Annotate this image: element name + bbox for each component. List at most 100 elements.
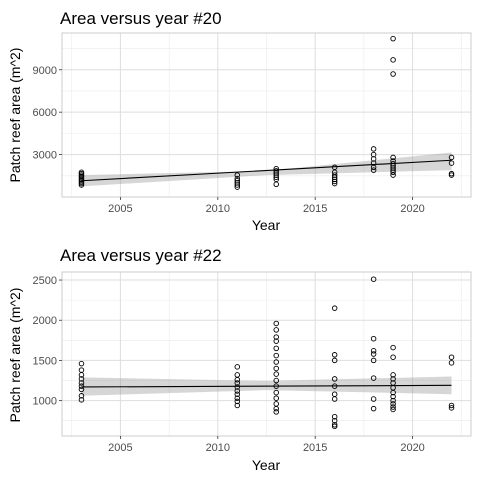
chart-2-x-axis-label: Year (252, 457, 281, 473)
chart-1-data-point (273, 181, 279, 188)
chart-1-panel-border (61, 32, 472, 198)
chart-2-data-point (273, 320, 279, 327)
chart-1-data-point (370, 167, 377, 173)
chart-2-data-point (234, 376, 241, 383)
chart-2-data-point (273, 338, 279, 344)
chart-2-data-point (390, 376, 396, 382)
chart-1-trend-line (81, 159, 452, 182)
chart-2-data-point (331, 376, 338, 382)
chart-1-x-tick-label: 2010 (206, 203, 230, 215)
chart-2-data-point (448, 405, 455, 411)
chart-1-data-point (390, 172, 396, 178)
chart-2-data-point (234, 402, 241, 409)
chart-2-data-point (370, 335, 377, 342)
chart-2-data-point (273, 389, 279, 396)
chart-2-data-point (234, 384, 241, 390)
chart-2-data-point (234, 364, 241, 370)
chart-1-data-point (390, 154, 396, 161)
chart-2-data-point (370, 405, 377, 412)
chart-2-y-tick-label: 1000 (33, 396, 57, 408)
chart-2-data-point (370, 396, 377, 402)
chart-2-data-point (448, 360, 455, 366)
chart-2-title: Area versus year #22 (60, 246, 222, 265)
chart-2-data-point (78, 372, 85, 378)
chart-2-data-point (273, 334, 279, 340)
chart-2-y-axis-label: Patch reef area (m^2) (7, 288, 23, 423)
chart-1-y-axis-label: Patch reef area (m^2) (7, 48, 23, 183)
chart-2-data-point (78, 367, 85, 373)
chart-2-data-point (78, 397, 85, 403)
chart-2-data-point (273, 377, 279, 384)
chart-1-y-tick-label: 6000 (33, 107, 57, 119)
chart-2-data-point (390, 372, 396, 378)
chart-2-data-point (273, 352, 279, 359)
chart-1-data-point (448, 172, 455, 178)
chart-1-data-point (390, 71, 396, 77)
chart-2-data-point (78, 380, 85, 386)
chart-2-trend-line (81, 384, 452, 388)
chart-2-data-point (448, 354, 455, 360)
chart-2-data-point (273, 345, 279, 352)
chart-2-data-point (273, 365, 279, 372)
chart-2-data-point (273, 359, 279, 365)
chart-2-data-point (370, 351, 377, 357)
chart-1-data-point (234, 182, 241, 188)
chart-2-data-point (370, 357, 377, 364)
chart-2-data-point (273, 327, 279, 333)
chart-2-data-point (78, 376, 85, 382)
chart-2-x-tick-label: 2010 (206, 442, 230, 454)
chart-2-data-point (390, 354, 396, 360)
chart-2-data-point (331, 417, 338, 424)
chart-2-data-point (234, 372, 241, 378)
chart-2-data-point (78, 386, 85, 393)
chart-2-data-point (273, 401, 279, 407)
chart-1-title: Area versus year #20 (60, 9, 222, 28)
chart-2-data-point (273, 395, 279, 401)
chart-2-data-point (78, 383, 85, 389)
chart-1-data-point (331, 180, 338, 187)
chart-1-data-point (448, 154, 455, 161)
chart-2-x-tick-label: 2020 (400, 442, 424, 454)
chart-2-data-point (331, 421, 338, 428)
chart-2-data-point (331, 352, 338, 358)
chart-2-data-point (370, 348, 377, 354)
chart-2-data-point (78, 393, 85, 399)
chart-2-data-point (331, 391, 338, 397)
chart-2-data-point (390, 397, 396, 404)
chart-2-y-tick-label: 1500 (33, 355, 57, 367)
chart-1-data-point (390, 57, 396, 63)
chart-1-data-point (370, 146, 377, 152)
chart-2-data-point (390, 389, 396, 396)
chart-2-data-point (234, 398, 241, 405)
chart-2-panel-border (61, 271, 472, 437)
chart-2-y-tick-label: 2000 (33, 315, 57, 327)
chart-2-data-point (331, 305, 338, 311)
chart-1-y-tick-label: 3000 (33, 150, 57, 162)
chart-2-data-point (78, 360, 85, 367)
chart-1-data-point (78, 182, 85, 188)
chart-2-data-point (448, 402, 455, 409)
chart-2-data-point (234, 391, 241, 397)
chart-2-data-point (390, 401, 396, 407)
chart-2-plot-area: 2005 2010 2015 2020 1000 1500 2000 2500 (33, 271, 472, 454)
chart-2-data-point (370, 375, 377, 381)
chart-1-data-point (273, 174, 279, 180)
chart-2-data-point (273, 371, 279, 377)
chart-1-data-point (234, 184, 241, 190)
chart-1-data-point (234, 172, 241, 178)
chart-2-x-tick-label: 2015 (303, 442, 327, 454)
chart-2-data-point (370, 276, 377, 282)
chart-2-data-point (234, 388, 241, 394)
chart-2-data-point (234, 395, 241, 401)
chart-2-y-tick-label: 2500 (33, 275, 57, 287)
chart-1-data-point (331, 178, 338, 185)
chart-2-data-point (390, 406, 396, 413)
chart-2-data-point (331, 357, 338, 364)
chart-1-data-point (390, 35, 396, 42)
chart-2-data-point (331, 423, 338, 430)
chart-1-plot-area: 2005 2010 2015 2020 3000 6000 9000 (33, 32, 472, 215)
chart-2-data-point (331, 413, 338, 420)
chart-2-data-point (390, 393, 396, 400)
chart-1-x-tick-label: 2015 (303, 203, 327, 215)
